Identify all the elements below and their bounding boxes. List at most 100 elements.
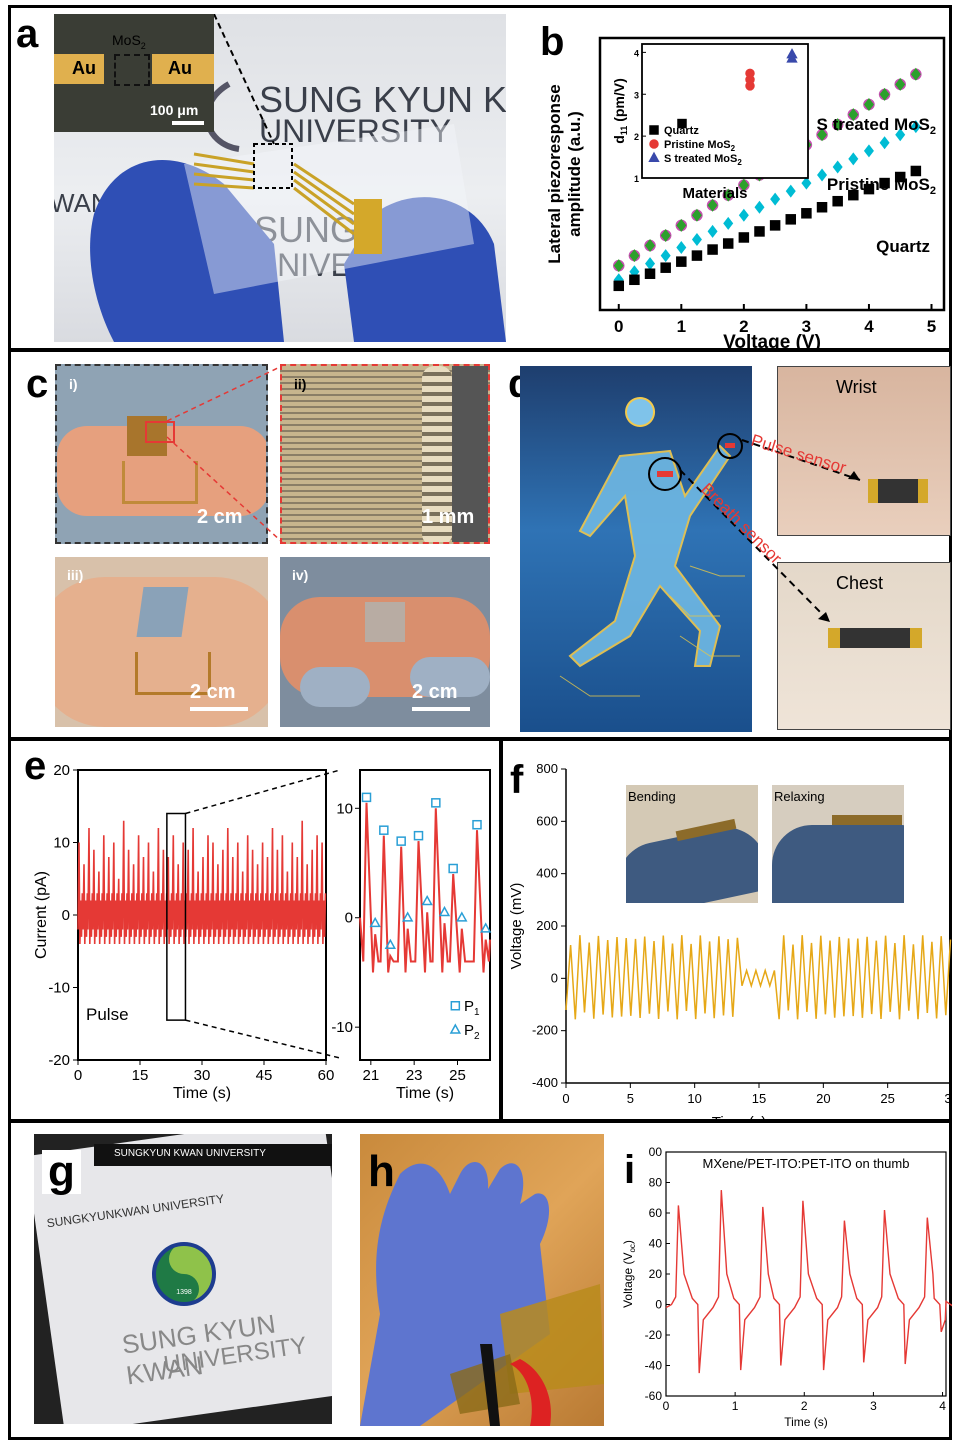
panel-a-photo: SUNG KYUN KW UNIVERSITY SUNG KY UNIVERS … [54, 14, 506, 342]
a-glove-right [344, 197, 506, 342]
b-point-2 [910, 165, 922, 177]
b-point-2 [848, 189, 859, 201]
a-inset-scale-label: 100 μm [150, 102, 199, 118]
f-bending-photo: Bending [626, 785, 758, 903]
b-point-2 [691, 250, 703, 261]
f-xtick-label: 25 [880, 1091, 894, 1106]
b-inset-point [677, 118, 687, 129]
i-ytick-label: -40 [645, 1359, 663, 1373]
f-ytick-label: 200 [536, 918, 558, 933]
d-wrist-marker [717, 433, 743, 459]
b-point-1 [817, 168, 828, 182]
panel-a-inset: Au Au MoS2 100 μm [54, 14, 214, 132]
i-xtick-label: 1 [732, 1399, 739, 1413]
f-ylabel: Voltage (mV) [508, 883, 525, 970]
a-inset-au-left [54, 54, 104, 84]
panel-d-chest-photo: Chest [777, 562, 951, 730]
b-point-0 [879, 87, 890, 101]
c-iii-scale-bar [190, 707, 248, 711]
b-point-2 [707, 244, 718, 255]
panel-c-iii: iii) 2 cm [55, 557, 268, 727]
e-main-ytick-label: 0 [62, 907, 70, 924]
e-zoom-ytick-label: -10 [331, 1019, 353, 1036]
c-zoom-lines [166, 365, 283, 543]
i-series [665, 1190, 952, 1374]
i-ytick-label: 00 [649, 1145, 663, 1159]
f-relaxing-photo: Relaxing [772, 785, 904, 903]
d-breath-sensor-label: Breath sensor [697, 479, 786, 568]
c-iv-finger-left [300, 667, 370, 707]
chart-f: 0 5 10 15 20 25 3 -400 -200 0 200 400 600 800 Time (s)… [508, 761, 952, 1120]
b-point-1 [676, 241, 687, 255]
e-main-ytick-label: -20 [48, 1052, 70, 1069]
a-film [184, 124, 474, 294]
e-main-xtick-label: 30 [194, 1067, 211, 1084]
i-xtick-label: 4 [939, 1399, 946, 1413]
b-point-1 [863, 144, 874, 158]
b-point-0 [660, 228, 671, 242]
a-zoom-line [213, 14, 275, 145]
b-point-2 [832, 195, 843, 207]
f-ytick-label: -200 [532, 1023, 558, 1038]
panel-g-photo: SUNGKYUN KWAN UNIVERSITY SUNGKYUNKWAN UN… [34, 1134, 332, 1424]
panel-a-letter: a [16, 12, 39, 56]
e-zoom-p2-marker [479, 922, 492, 933]
b-point-1 [660, 249, 671, 263]
b-inset-ytick-label: 2 [634, 132, 639, 142]
b-xtick-label: 4 [864, 317, 874, 336]
row4-frame [8, 1120, 952, 1440]
panel-a-illustration: SUNG KYUN KW UNIVERSITY SUNG KY UNIVERS … [54, 14, 506, 342]
e-zoom-p1-marker [448, 863, 458, 874]
b-series-label: S treated MoS2 [817, 115, 936, 137]
b-point-2 [644, 268, 656, 279]
a-inset-mos2-label: MoS2 [112, 32, 146, 51]
e-main-xtick-label: 0 [74, 1067, 82, 1084]
e-main-annotation: Pulse [86, 1005, 129, 1024]
f-xtick-label: 5 [627, 1091, 634, 1106]
e-main-ytick-label: -10 [48, 980, 70, 997]
b-point-1 [723, 216, 734, 230]
b-inset-legend-marker [648, 151, 660, 162]
e-main-zoom-box [166, 812, 187, 1021]
e-zoom-ytick-label: 10 [336, 800, 353, 817]
i-ylabel: Voltage (Voc) [621, 1240, 637, 1308]
d-wrist-sensor [868, 479, 928, 503]
b-point-2 [629, 274, 640, 286]
b-series-label: Pristine MoS2 [827, 175, 936, 197]
chart-b: 0 1 2 3 4 5 Voltage (V) Lateral piezoresponse am… [545, 36, 946, 348]
b-point-0 [832, 118, 843, 132]
panel-f-letter: f [510, 758, 524, 802]
e-zoom-p1-marker [472, 819, 482, 830]
d-pulse-sensor-label: Pulse sensor [749, 431, 849, 478]
b-point-1 [832, 160, 843, 174]
i-ytick-label: 40 [649, 1237, 663, 1251]
e-main-ytick-label: 20 [53, 762, 70, 779]
g-header: SUNGKYUN KWAN UNIVERSITY [114, 1148, 266, 1159]
e-zoom-legend-marker [449, 1023, 462, 1034]
b-point-0 [613, 259, 624, 273]
b-xtick-label: 3 [802, 317, 811, 336]
chart-e-zoom: 21 23 25 -10 0 10 Time (s) P1 P2 [331, 769, 492, 1102]
i-ytick-label: 60 [649, 1206, 663, 1220]
a-pad [354, 199, 382, 254]
i-xlabel: Time (s) [784, 1415, 828, 1429]
b-inset-frame [641, 43, 809, 179]
f-xtick-label: 3 [944, 1091, 951, 1106]
i-title: MXene/PET-ITO:PET-ITO on thumb [703, 1156, 910, 1171]
b-point-2 [785, 214, 797, 225]
b-inset-point [745, 68, 755, 79]
f-relaxing-finger [772, 825, 904, 903]
b-point-1 [879, 136, 890, 150]
b-point-1 [801, 176, 812, 190]
b-point-0 [645, 239, 656, 253]
panel-h-letter: h [368, 1147, 395, 1196]
b-point-0 [863, 97, 874, 111]
i-plot-frame [665, 1151, 947, 1397]
i-xtick-label: 0 [663, 1399, 670, 1413]
b-point-1 [754, 200, 765, 214]
b-point-0 [629, 249, 640, 263]
e-zoom-series [359, 802, 491, 973]
e-zoom-p1-marker [396, 836, 406, 846]
e-zoom-p2-marker [369, 916, 381, 928]
b-inset-legend-label: Pristine MoS2 [664, 139, 736, 153]
